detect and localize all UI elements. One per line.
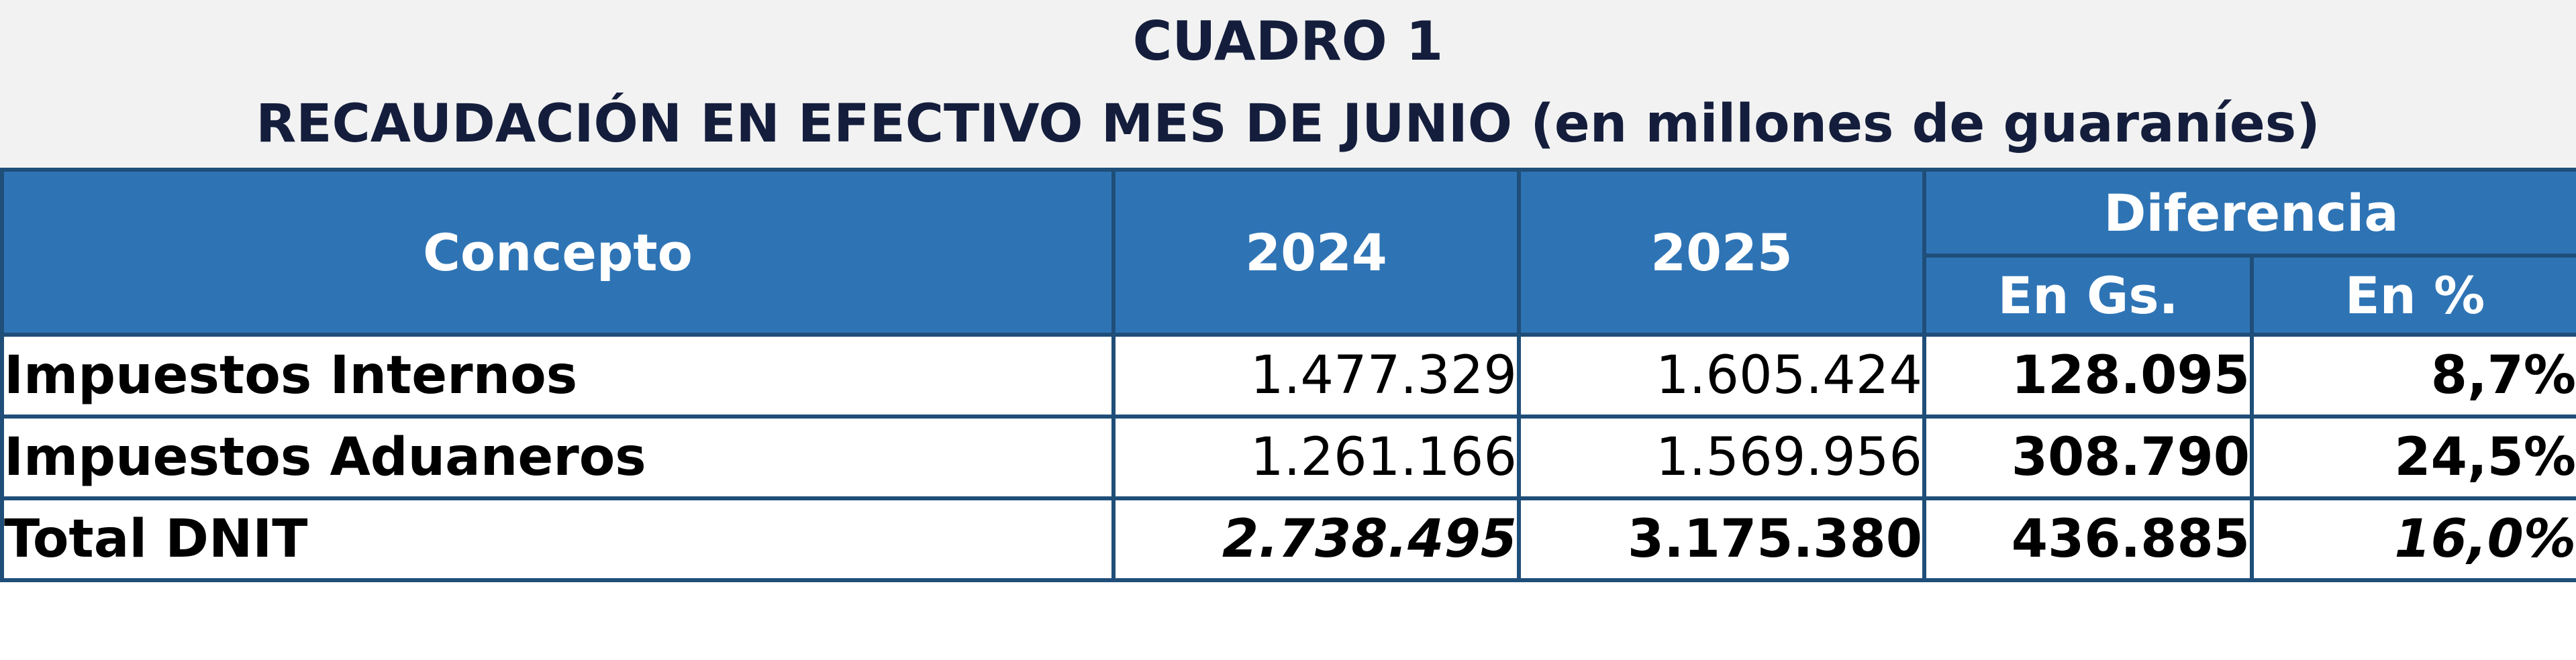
value-2024: 1.261.166 — [1111, 415, 1521, 500]
revenue-table: Concepto 2024 2025 Diferencia En Gs. En … — [0, 168, 2576, 582]
value-2025: 1.569.956 — [1517, 415, 1926, 500]
row-label: Impuestos Aduaneros — [0, 415, 1116, 500]
value-diferencia-pct: 16,0% — [2249, 496, 2576, 582]
table-row-total-dnit: Total DNIT 2.738.495 3.175.380 436.885 1… — [0, 496, 2576, 582]
value-2024: 1.477.329 — [1111, 333, 1521, 419]
table-row-impuestos-internos: Impuestos Internos 1.477.329 1.605.424 1… — [0, 333, 2576, 419]
value-diferencia-gs: 436.885 — [1922, 496, 2254, 582]
title-band: CUADRO 1 RECAUDACIÓN EN EFECTIVO MES DE … — [0, 0, 2576, 168]
header-concepto: Concepto — [0, 168, 1116, 337]
value-diferencia-pct: 24,5% — [2249, 415, 2576, 500]
header-en-gs: En Gs. — [1922, 254, 2254, 337]
value-diferencia-gs: 308.790 — [1922, 415, 2254, 500]
table-number-title: CUADRO 1 — [1132, 10, 1444, 72]
row-label: Impuestos Internos — [0, 333, 1116, 419]
table-row-impuestos-aduaneros: Impuestos Aduaneros 1.261.166 1.569.956 … — [0, 415, 2576, 500]
value-2025: 1.605.424 — [1517, 333, 1926, 419]
header-diferencia: Diferencia — [1922, 168, 2576, 258]
header-2025: 2025 — [1517, 168, 1926, 337]
table-main-title: RECAUDACIÓN EN EFECTIVO MES DE JUNIO (en… — [256, 94, 2320, 154]
header-row-top: Concepto 2024 2025 Diferencia — [0, 168, 2576, 337]
value-diferencia-gs: 128.095 — [1922, 333, 2254, 419]
header-row-sub: En Gs. En % — [2, 254, 2576, 337]
row-label: Total DNIT — [0, 496, 1116, 582]
value-2024: 2.738.495 — [1111, 496, 1521, 582]
header-2024: 2024 — [1111, 168, 1521, 337]
header-en-pct: En % — [2249, 254, 2576, 337]
value-2025: 3.175.380 — [1517, 496, 1926, 582]
value-diferencia-pct: 8,7% — [2249, 333, 2576, 419]
